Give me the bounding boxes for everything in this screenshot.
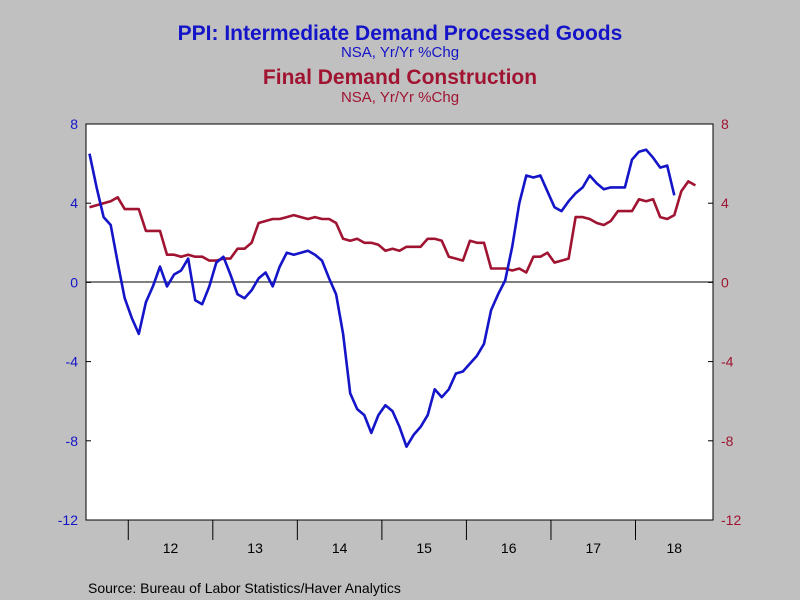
series-layer (88, 148, 697, 449)
y-axis-left: 8 4 0 -4 -8 -12 (58, 116, 91, 528)
y-right-tick-label: 0 (721, 274, 729, 290)
y-right-tick-label: -12 (721, 512, 741, 528)
y-axis-right: 8 4 0 -4 -8 -12 (708, 116, 741, 528)
y-right-tick-label: -8 (721, 433, 734, 449)
y-left-tick-label: 4 (70, 195, 78, 211)
x-axis: 12 13 14 15 16 17 18 (127, 520, 682, 556)
plot-area (85, 123, 714, 521)
y-left-tick-label: 0 (70, 274, 78, 290)
x-tick-label: 17 (585, 540, 601, 556)
y-left-tick-label: -12 (58, 512, 78, 528)
x-tick-label: 13 (247, 540, 263, 556)
y-left-tick-label: 8 (70, 116, 78, 132)
x-tick-label: 14 (332, 540, 348, 556)
y-right-tick-label: -4 (721, 354, 734, 370)
source-note: Source: Bureau of Labor Statistics/Haver… (88, 580, 401, 596)
chart-title-secondary: Final Demand Construction (263, 66, 537, 89)
x-tick-label: 18 (666, 540, 682, 556)
y-left-tick-label: -4 (66, 354, 79, 370)
y-right-tick-label: 8 (721, 116, 729, 132)
series-construction-line (89, 180, 697, 274)
y-right-tick-label: 4 (721, 195, 729, 211)
x-tick-label: 16 (501, 540, 517, 556)
y-left-tick-label: -8 (66, 433, 79, 449)
x-tick-label: 12 (163, 540, 179, 556)
chart-title-primary: PPI: Intermediate Demand Processed Goods (178, 22, 623, 45)
chart-subtitle-secondary: NSA, Yr/Yr %Chg (341, 89, 459, 106)
chart-subtitle-primary: NSA, Yr/Yr %Chg (341, 44, 459, 61)
series-ppi-processed-goods-line (88, 148, 676, 449)
x-tick-label: 15 (416, 540, 432, 556)
